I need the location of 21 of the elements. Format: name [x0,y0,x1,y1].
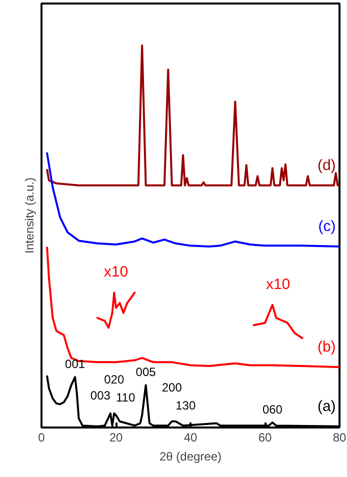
annotation: x10 [104,264,128,281]
series-label: (d) [317,156,336,174]
annotation: 200 [162,380,182,394]
annotation: 130 [176,398,196,412]
annotation: 020 [104,372,124,386]
x-tick-label: 20 [109,430,123,444]
annotation: 060 [262,402,283,417]
series-label: (b) [317,338,336,356]
series-label: (c) [318,218,336,235]
x-tick-label: 0 [38,430,46,444]
x-axis-title: 2θ (degree) [159,450,222,464]
annotation: 005 [136,365,156,380]
annotation: 001 [65,357,86,372]
annotation: x10 [266,276,290,293]
series-label: (a) [317,398,336,415]
annotation: 003 [90,388,111,402]
annotation: 110 [116,390,136,404]
x-tick-label: 80 [332,430,346,444]
x-tick-label: 40 [184,430,198,444]
y-axis-title: Intensity (a.u.) [22,177,36,254]
x-tick-label: 60 [258,430,272,444]
